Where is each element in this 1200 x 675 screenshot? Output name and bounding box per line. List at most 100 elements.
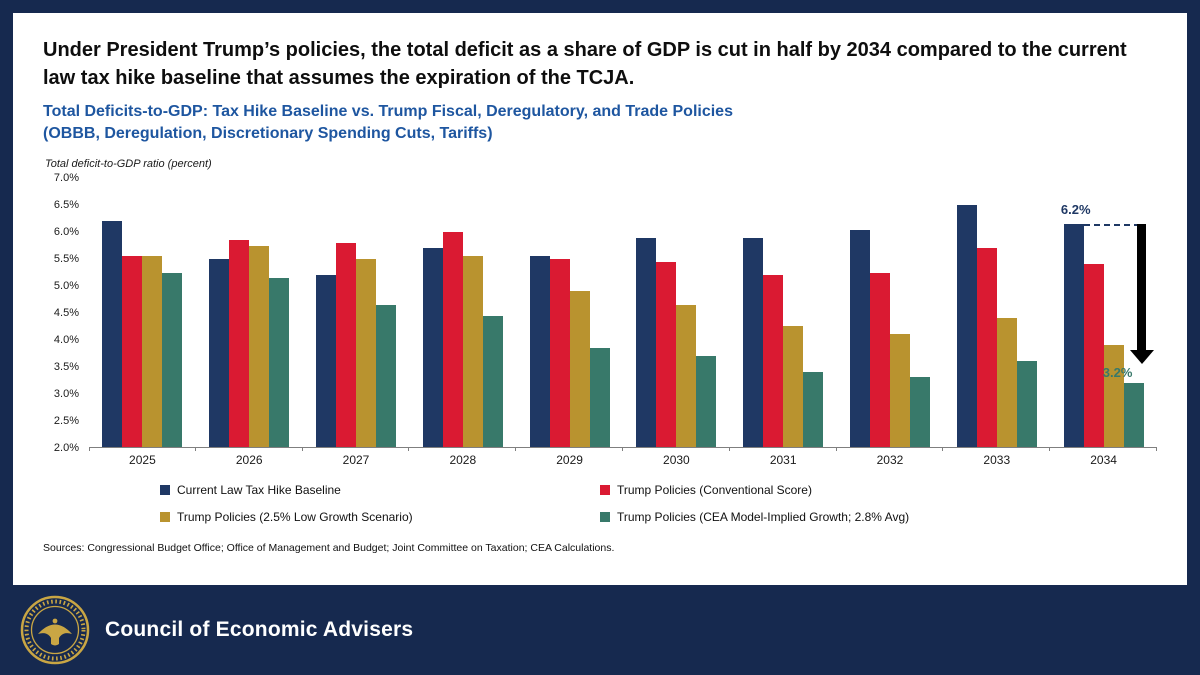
- legend-item: Current Law Tax Hike Baseline: [160, 483, 600, 497]
- bar: [976, 248, 997, 448]
- bar: [122, 256, 143, 448]
- legend-label: Trump Policies (CEA Model-Implied Growth…: [617, 510, 910, 525]
- org-name: Council of Economic Advisers: [105, 618, 414, 641]
- bar: [743, 237, 764, 448]
- bar: [569, 291, 590, 448]
- bar: [696, 355, 717, 448]
- bar: [1083, 264, 1104, 448]
- bar: [442, 232, 463, 448]
- y-tick-label: 2.5%: [53, 415, 79, 428]
- x-tick-label: 2027: [303, 447, 410, 467]
- bar: [375, 304, 396, 448]
- x-tick-label: 2026: [196, 447, 303, 467]
- bar: [803, 372, 824, 448]
- year-group-2028: [409, 178, 516, 448]
- legend-swatch: [600, 485, 610, 496]
- bar: [482, 315, 503, 448]
- year-group-2029: [516, 178, 623, 448]
- bar: [462, 256, 483, 448]
- sources-note: Sources: Congressional Budget Office; Of…: [43, 542, 615, 555]
- bar: [335, 242, 356, 448]
- bar: [909, 377, 930, 448]
- legend-item: Trump Policies (CEA Model-Implied Growth…: [600, 510, 1040, 524]
- legend-label: Current Law Tax Hike Baseline: [177, 483, 341, 498]
- y-tick-label: 3.5%: [53, 361, 79, 374]
- year-group-2025: [89, 178, 196, 448]
- bar: [529, 256, 550, 448]
- legend-swatch: [160, 512, 170, 523]
- chart-card: Under President Trump’s policies, the to…: [13, 13, 1187, 585]
- bar: [783, 326, 804, 448]
- legend-swatch: [600, 512, 610, 523]
- bar: [209, 259, 230, 448]
- x-tick-label: 2032: [837, 447, 944, 467]
- bar: [355, 259, 376, 448]
- legend-item: Trump Policies (2.5% Low Growth Scenario…: [160, 510, 600, 524]
- y-axis-title: Total deficit-to-GDP ratio (percent): [45, 158, 212, 171]
- bar: [589, 347, 610, 448]
- x-tick-label: 2034: [1050, 447, 1157, 467]
- bar: [1103, 345, 1124, 448]
- year-group-2033: [943, 178, 1050, 448]
- x-tick-label: 2031: [730, 447, 837, 467]
- bar: [869, 272, 890, 448]
- bar: [269, 277, 290, 448]
- bar: [142, 256, 163, 448]
- y-tick-label: 2.0%: [53, 442, 79, 455]
- headline: Under President Trump’s policies, the to…: [43, 39, 1127, 89]
- x-tick-label: 2028: [409, 447, 516, 467]
- year-group-2027: [303, 178, 410, 448]
- bar: [1063, 224, 1084, 448]
- bar: [676, 304, 697, 448]
- y-axis: 7.0% 6.5% 6.0% 5.5% 5.0% 4.5% 4.0% 3.5% 3.0% 2.5%…: [43, 172, 89, 454]
- bar: [315, 275, 336, 448]
- bar: [763, 275, 784, 448]
- x-tick-label: 2030: [623, 447, 730, 467]
- year-group-2032: [837, 178, 944, 448]
- bar: [249, 245, 270, 448]
- year-group-2034: [1050, 178, 1157, 448]
- legend-item: Trump Policies (Conventional Score): [600, 483, 1040, 497]
- y-tick-label: 6.0%: [53, 226, 79, 239]
- bar: [102, 221, 123, 448]
- legend-label: Trump Policies (Conventional Score): [617, 483, 812, 498]
- chart-title-line1: Total Deficits-to-GDP: Tax Hike Baseline…: [43, 103, 733, 121]
- plot-column: 6.2% 3.2% 2025 2026 2027 2028 2029 2030 2031 203…: [89, 178, 1157, 467]
- y-tick-label: 5.0%: [53, 280, 79, 293]
- bar: [1123, 382, 1144, 448]
- bar: [229, 240, 250, 448]
- y-tick-label: 4.0%: [53, 334, 79, 347]
- plot-area: 6.2% 3.2%: [89, 178, 1157, 449]
- x-tick-label: 2033: [943, 447, 1050, 467]
- y-tick-label: 7.0%: [53, 172, 79, 185]
- bar: [656, 261, 677, 448]
- bar-chart: 7.0% 6.5% 6.0% 5.5% 5.0% 4.5% 4.0% 3.5% 3.0% 2.5%…: [43, 172, 1157, 467]
- y-tick-label: 4.5%: [53, 307, 79, 320]
- bar: [636, 237, 657, 448]
- year-group-2030: [623, 178, 730, 448]
- x-tick-label: 2025: [89, 447, 196, 467]
- y-tick-label: 5.5%: [53, 253, 79, 266]
- bar: [889, 334, 910, 448]
- bar: [956, 205, 977, 448]
- legend-swatch: [160, 485, 170, 496]
- bar: [549, 259, 570, 448]
- bar: [996, 318, 1017, 448]
- y-tick-label: 6.5%: [53, 199, 79, 212]
- footer-bar: Council of Economic Advisers: [0, 585, 1200, 675]
- legend: Current Law Tax Hike Baseline Trump Polic…: [160, 483, 1040, 524]
- bar: [1016, 361, 1037, 448]
- bar: [849, 229, 870, 448]
- bar: [422, 248, 443, 448]
- legend-label: Trump Policies (2.5% Low Growth Scenario…: [177, 510, 413, 525]
- chart-title-line2: (OBBB, Deregulation, Discretionary Spend…: [43, 124, 493, 142]
- y-tick-label: 3.0%: [53, 388, 79, 401]
- year-group-2031: [730, 178, 837, 448]
- x-tick-label: 2029: [516, 447, 623, 467]
- cea-seal: [20, 595, 90, 665]
- x-axis: 2025 2026 2027 2028 2029 2030 2031 2032 2033 2034: [89, 447, 1157, 467]
- chart-title: Total Deficits-to-GDP: Tax Hike Baseline…: [43, 101, 1157, 144]
- year-group-2026: [196, 178, 303, 448]
- bar: [162, 272, 183, 448]
